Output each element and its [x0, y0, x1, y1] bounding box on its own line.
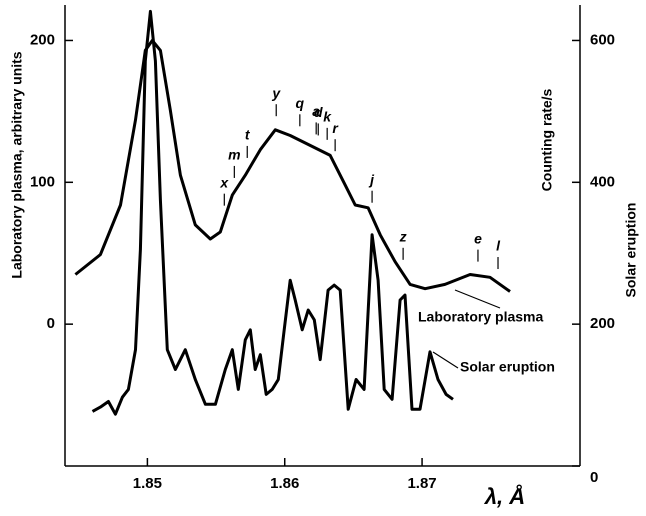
- line-label: k: [323, 109, 332, 125]
- y2-axis-label: Solar eruption: [623, 203, 639, 298]
- line-label: x: [219, 174, 229, 190]
- y2-tick-label: 600: [590, 31, 615, 48]
- line-label: t: [245, 127, 251, 143]
- line-label: y: [271, 85, 281, 101]
- line-label: m: [228, 147, 240, 163]
- line-label: r: [332, 120, 339, 136]
- line-label: l: [496, 238, 501, 254]
- series-label: Solar eruption: [460, 359, 555, 375]
- y2-axis-label: Counting rate/s: [539, 88, 555, 191]
- line-label: j: [368, 171, 375, 187]
- series-label: Laboratory plasma: [418, 309, 543, 325]
- line-label: e: [474, 230, 482, 246]
- line-label: z: [399, 229, 407, 245]
- y-axis-label: Laboratory plasma, arbitrary units: [9, 51, 25, 278]
- y2-tick-label: 400: [590, 173, 615, 190]
- y-tick-label: 200: [30, 31, 55, 48]
- pointer: [432, 351, 459, 369]
- y2-tick-label: 0: [590, 469, 598, 486]
- x-axis-label: λ, Å: [484, 484, 525, 509]
- y-tick-label: 0: [47, 315, 55, 332]
- x-tick-label: 1.86: [270, 475, 299, 492]
- line-label: q: [296, 95, 305, 111]
- line-label: a: [312, 103, 320, 119]
- x-tick-label: 1.87: [407, 475, 436, 492]
- y-tick-label: 100: [30, 173, 55, 190]
- series-line: [91, 9, 454, 416]
- pointer: [454, 289, 501, 309]
- line-label: d: [314, 104, 323, 120]
- series-line: [74, 39, 511, 293]
- x-tick-label: 1.85: [133, 475, 162, 492]
- y2-tick-label: 200: [590, 315, 615, 332]
